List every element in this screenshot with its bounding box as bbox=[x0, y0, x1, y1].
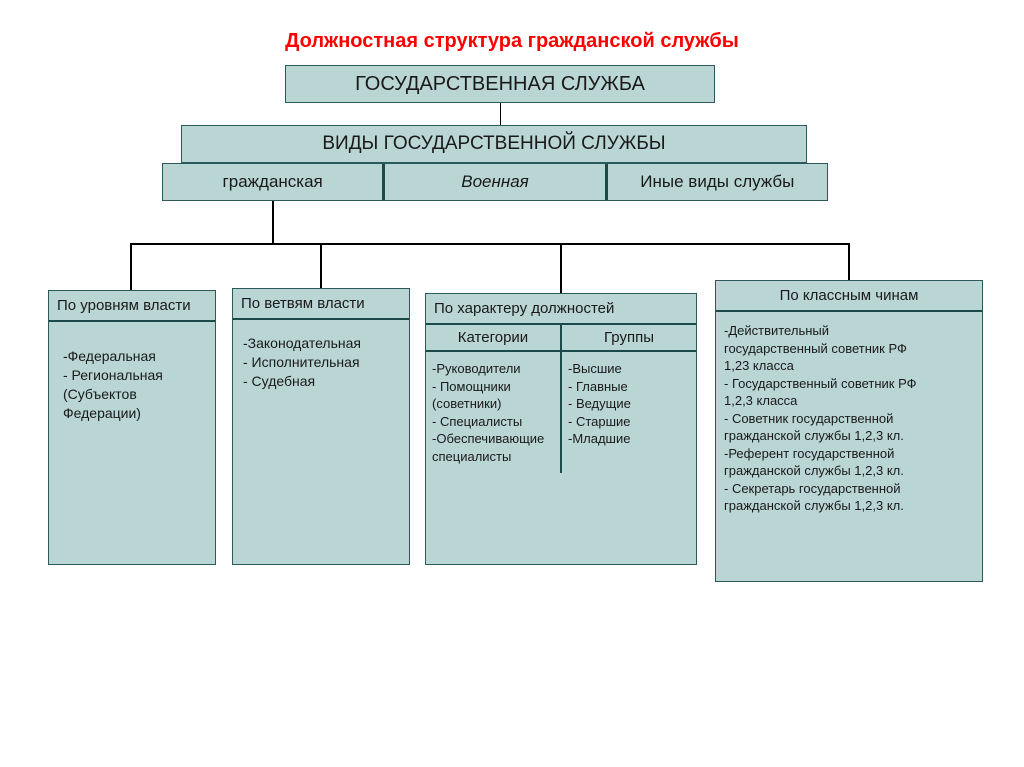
type-military: Военная bbox=[385, 164, 607, 200]
type-military-label: Военная bbox=[461, 172, 529, 191]
connector-line bbox=[848, 243, 850, 280]
types-header-label: ВИДЫ ГОСУДАРСТВЕННОЙ СЛУЖБЫ bbox=[322, 133, 665, 155]
connector-line bbox=[560, 243, 562, 293]
column-positions: По характеру должностей Категории Группы… bbox=[425, 293, 697, 565]
root-label: ГОСУДАРСТВЕННАЯ СЛУЖБА bbox=[355, 73, 645, 96]
subheader-groups: Группы bbox=[562, 325, 696, 350]
connector-line bbox=[272, 201, 274, 243]
diagram-title: Должностная структура гражданской службы bbox=[0, 0, 1024, 68]
column-positions-header: По характеру должностей bbox=[426, 294, 696, 325]
connector-line bbox=[130, 243, 132, 290]
type-other-label: Иные виды службы bbox=[640, 172, 794, 191]
column-ranks: По классным чинам -Действительный госуда… bbox=[715, 280, 983, 582]
types-header-node: ВИДЫ ГОСУДАРСТВЕННОЙ СЛУЖБЫ bbox=[181, 125, 807, 163]
connector-line bbox=[320, 243, 322, 288]
column-levels-body: -Федеральная - Региональная (Субъектов Ф… bbox=[49, 322, 215, 435]
type-other: Иные виды службы bbox=[608, 164, 827, 200]
type-civil: гражданская bbox=[163, 164, 385, 200]
column-levels-header: По уровням власти bbox=[49, 291, 215, 322]
connector-line bbox=[130, 243, 850, 245]
root-node: ГОСУДАРСТВЕННАЯ СЛУЖБА bbox=[285, 65, 715, 103]
column-levels: По уровням власти -Федеральная - Региона… bbox=[48, 290, 216, 565]
type-civil-label: гражданская bbox=[223, 172, 323, 191]
types-row: гражданская Военная Иные виды службы bbox=[162, 163, 828, 201]
subbody-categories: -Руководители - Помощники (советники) - … bbox=[426, 352, 562, 473]
column-branches-body: -Законодательная - Исполнительная - Суде… bbox=[233, 320, 409, 403]
connector-line bbox=[500, 103, 501, 125]
column-ranks-body: -Действительный государственный советник… bbox=[716, 312, 982, 525]
column-branches: По ветвям власти -Законодательная - Испо… bbox=[232, 288, 410, 565]
subheader-categories: Категории bbox=[426, 325, 562, 350]
column-branches-header: По ветвям власти bbox=[233, 289, 409, 320]
subbody-groups: -Высшие - Главные - Ведущие - Старшие -М… bbox=[562, 352, 696, 473]
column-ranks-header: По классным чинам bbox=[716, 281, 982, 312]
